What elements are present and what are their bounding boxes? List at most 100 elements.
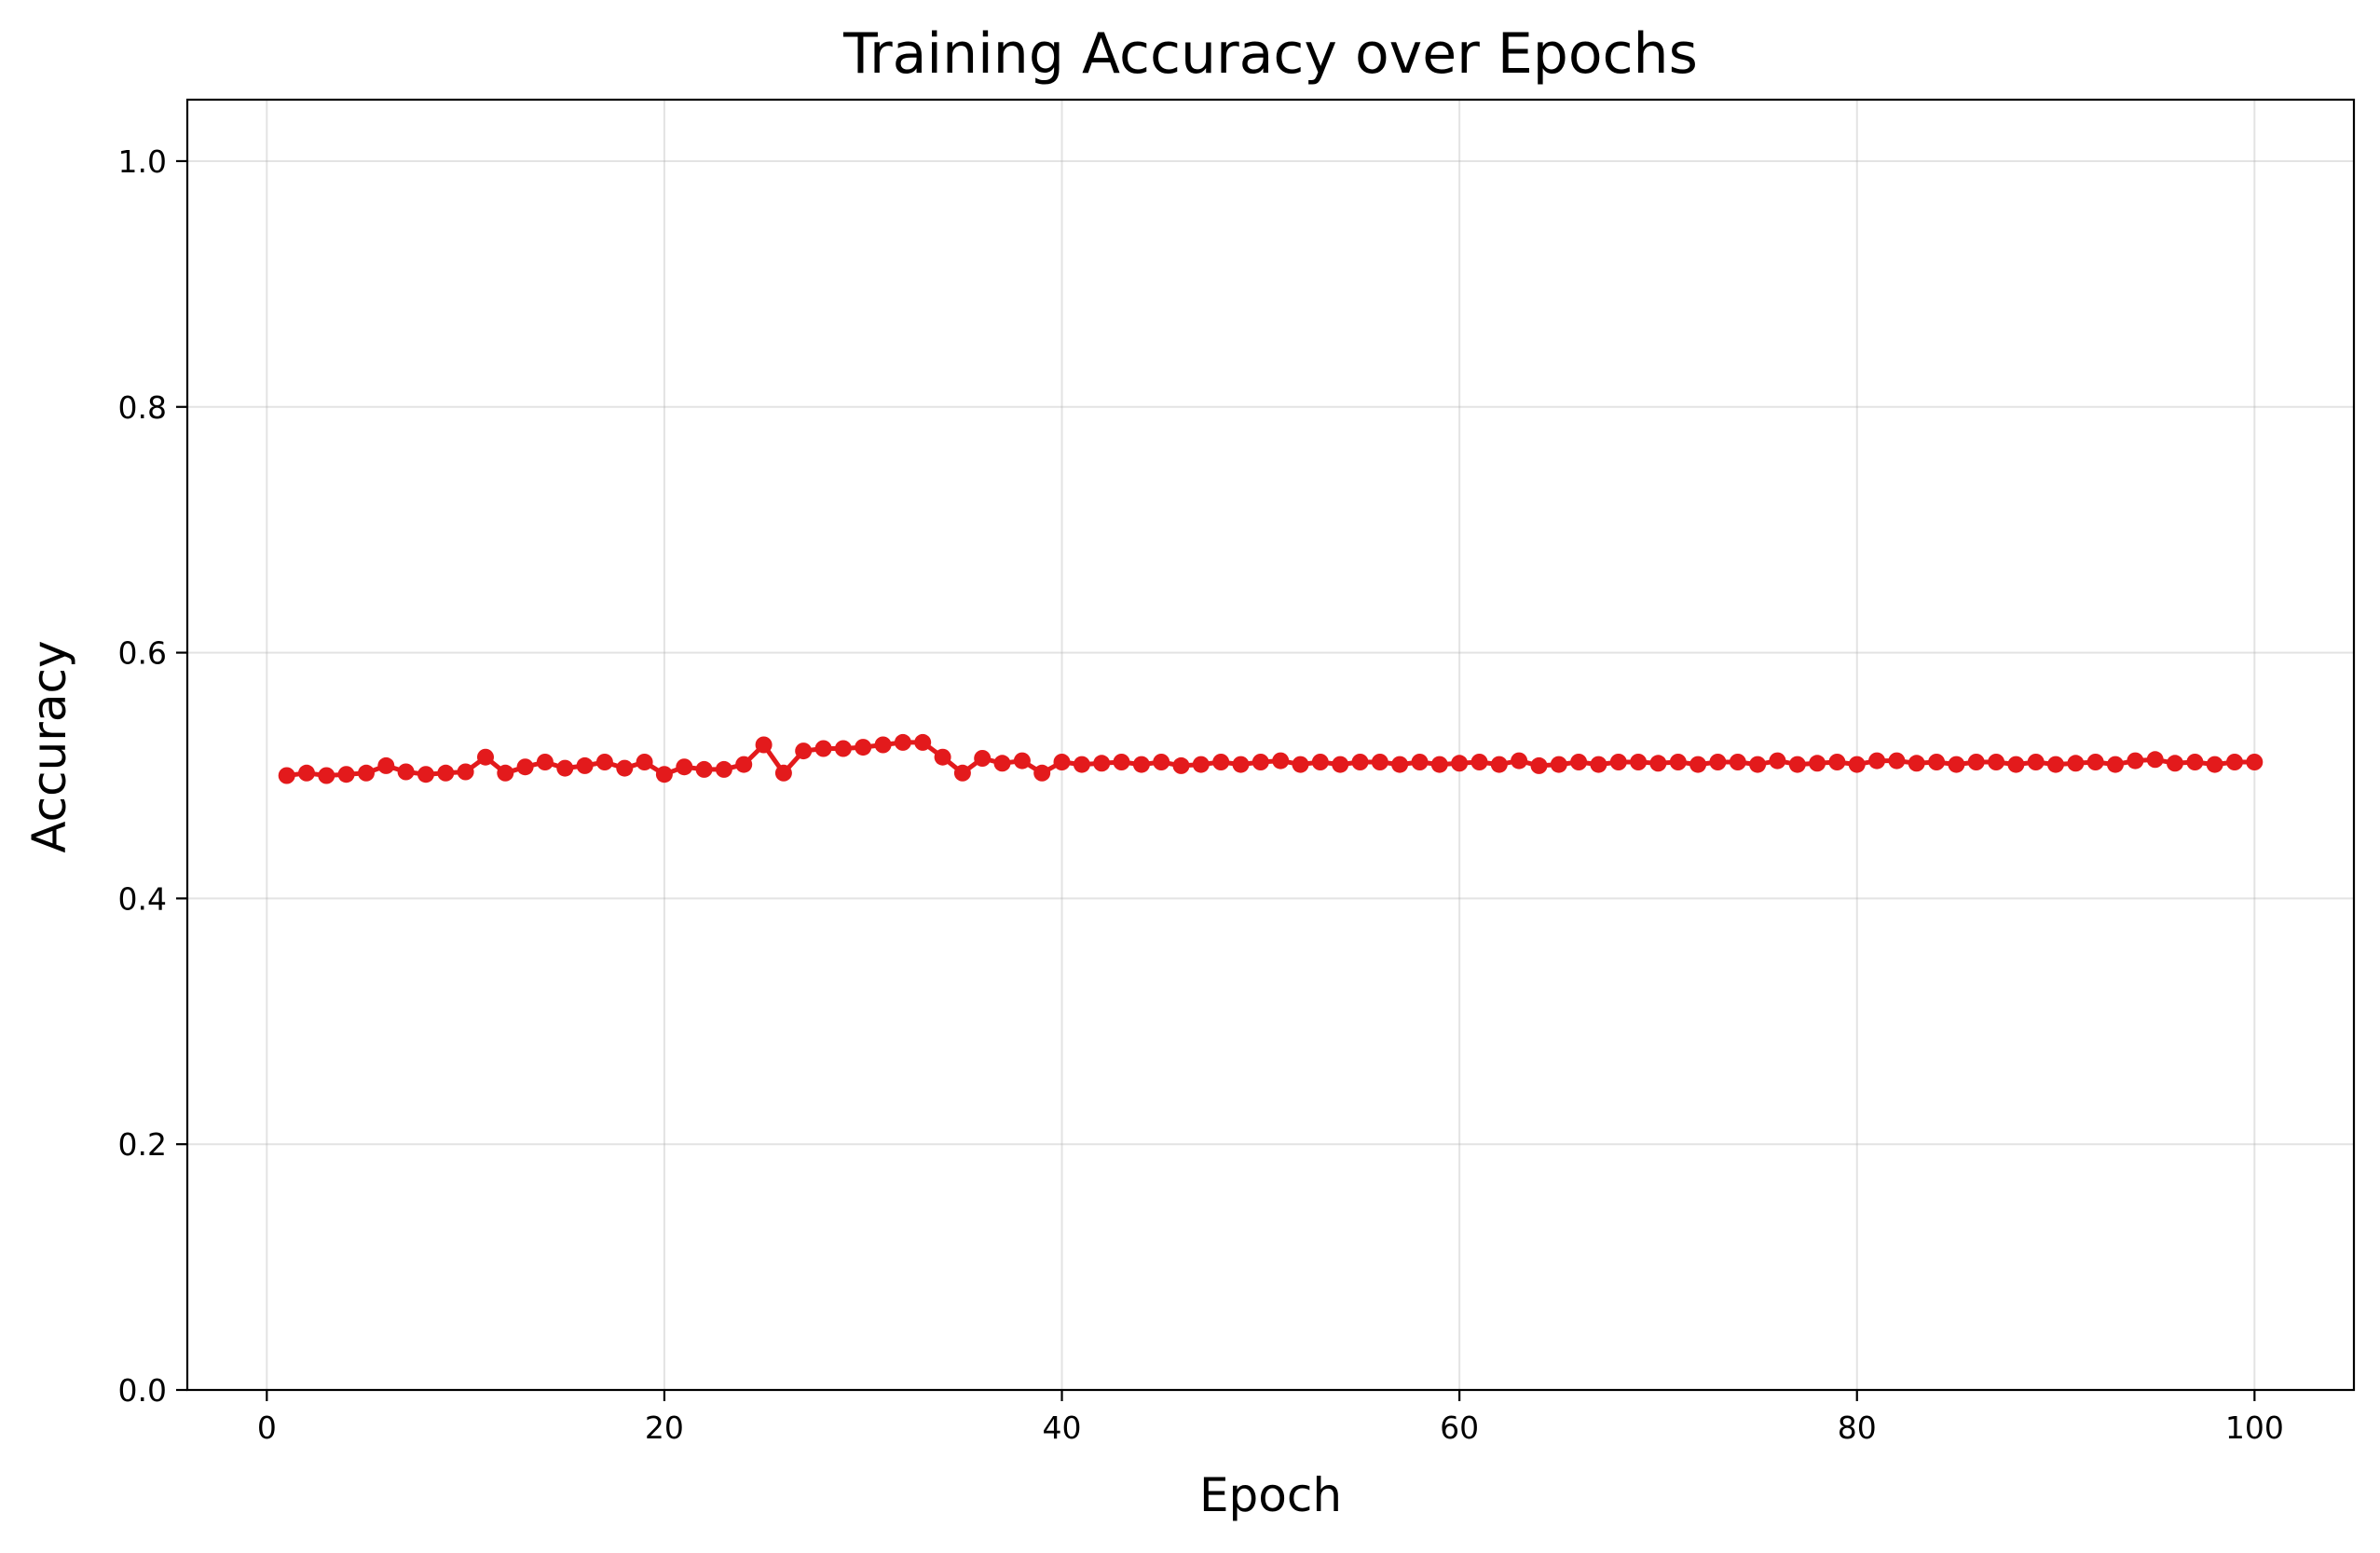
- data-point: [715, 760, 732, 778]
- x-tick-label: 20: [645, 1410, 684, 1446]
- data-point: [636, 754, 653, 770]
- data-point: [437, 764, 455, 782]
- data-point: [595, 754, 613, 770]
- data-point: [556, 759, 574, 777]
- data-point: [2007, 756, 2025, 773]
- data-point: [1192, 756, 1210, 773]
- data-point: [1511, 752, 1528, 770]
- data-point: [278, 767, 295, 784]
- data-point: [2246, 754, 2264, 770]
- data-point: [953, 764, 971, 782]
- y-tick-label: 0.6: [118, 635, 167, 672]
- data-point: [1053, 754, 1071, 770]
- data-point: [1769, 752, 1786, 770]
- data-point: [1232, 756, 1250, 773]
- data-point: [755, 736, 773, 754]
- data-point: [1967, 754, 1985, 770]
- data-point: [2127, 752, 2144, 770]
- data-point: [2146, 751, 2164, 769]
- data-point: [1709, 754, 1727, 770]
- data-point: [2186, 754, 2204, 770]
- data-point: [834, 740, 852, 757]
- x-axis-label: Epoch: [1199, 1468, 1342, 1522]
- data-point: [457, 763, 474, 781]
- y-tick-label: 1.0: [118, 143, 167, 180]
- axis-ticks: 0 20 40 60 80 100 0.0 0.2 0.4 0.6 0.8 1.0: [118, 143, 2284, 1446]
- data-point: [1470, 754, 1488, 770]
- data-point: [1749, 756, 1767, 773]
- series-line: [284, 740, 2257, 778]
- data-point: [1212, 754, 1230, 770]
- data-point: [1550, 756, 1567, 773]
- data-point: [616, 759, 634, 777]
- x-tick-label: 100: [2225, 1410, 2284, 1446]
- data-point: [516, 758, 534, 776]
- data-point: [1928, 754, 1946, 770]
- data-point: [1411, 754, 1429, 770]
- data-point: [1292, 756, 1309, 773]
- data-point: [1669, 754, 1687, 770]
- y-tick-label: 0.2: [118, 1126, 167, 1163]
- data-point: [1689, 756, 1707, 773]
- y-axis-label: Accuracy: [22, 640, 76, 852]
- data-point: [2206, 756, 2223, 773]
- data-point: [1868, 752, 1886, 770]
- data-point: [318, 767, 335, 784]
- data-point: [1391, 756, 1409, 773]
- data-point: [1908, 755, 1925, 772]
- x-tick-label: 60: [1440, 1410, 1479, 1446]
- data-point: [1490, 756, 1508, 773]
- data-point: [1013, 752, 1031, 770]
- data-point: [1272, 752, 1290, 770]
- data-point: [1809, 755, 1826, 772]
- data-point: [358, 764, 375, 782]
- data-point: [477, 748, 494, 766]
- data-point: [1530, 756, 1548, 774]
- data-point: [298, 764, 315, 782]
- y-tick-label: 0.8: [118, 389, 167, 426]
- data-point: [1590, 756, 1607, 773]
- data-point: [1073, 756, 1090, 773]
- series-layer: [278, 733, 2264, 784]
- data-point: [2107, 756, 2124, 773]
- data-point: [397, 763, 415, 781]
- data-point: [377, 756, 395, 774]
- y-tick-label: 0.4: [118, 880, 167, 917]
- x-tick-label: 0: [257, 1410, 277, 1446]
- data-point: [1371, 754, 1388, 770]
- data-point: [1093, 755, 1111, 772]
- plot-frame: [185, 98, 2356, 1392]
- data-point: [1252, 754, 1269, 770]
- data-point: [855, 739, 872, 756]
- data-point: [993, 755, 1011, 772]
- data-point: [2167, 755, 2183, 772]
- data-point: [894, 733, 911, 751]
- data-point: [735, 756, 753, 773]
- data-point: [814, 740, 832, 757]
- data-point: [1430, 756, 1448, 773]
- data-point: [536, 754, 554, 770]
- data-point: [1311, 754, 1329, 770]
- data-point: [874, 736, 892, 754]
- data-point: [2086, 754, 2104, 770]
- data-point: [1153, 754, 1170, 770]
- data-point: [2067, 755, 2085, 772]
- data-point: [1570, 754, 1588, 770]
- data-point: [1630, 754, 1648, 770]
- data-point: [2047, 756, 2064, 773]
- data-point: [1332, 756, 1349, 773]
- data-point: [1888, 752, 1906, 770]
- x-tick-label: 40: [1043, 1410, 1082, 1446]
- data-point: [1609, 754, 1627, 770]
- data-point: [1848, 756, 1866, 773]
- data-point: [1132, 756, 1150, 773]
- data-point: [1451, 755, 1469, 772]
- data-point: [2027, 754, 2045, 770]
- data-point: [1988, 754, 2005, 770]
- data-point: [934, 748, 951, 766]
- data-point: [1113, 754, 1130, 770]
- data-point: [576, 756, 594, 774]
- data-point: [1172, 756, 1190, 774]
